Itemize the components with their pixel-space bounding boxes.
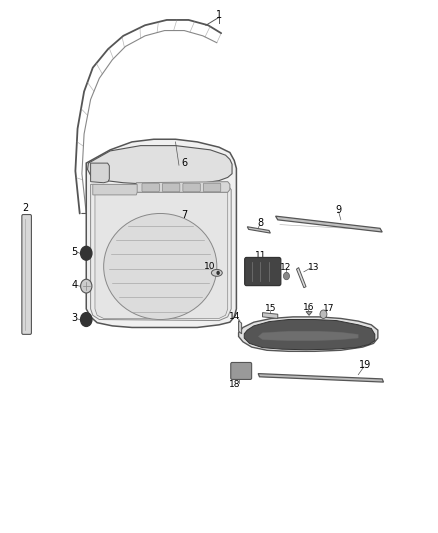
Text: 12: 12 bbox=[280, 263, 291, 272]
Text: 19: 19 bbox=[359, 360, 371, 369]
Text: 11: 11 bbox=[254, 252, 266, 261]
Polygon shape bbox=[244, 319, 375, 350]
Polygon shape bbox=[95, 192, 228, 318]
Circle shape bbox=[81, 279, 92, 293]
Polygon shape bbox=[93, 184, 137, 195]
Text: 13: 13 bbox=[308, 263, 320, 272]
FancyBboxPatch shape bbox=[203, 183, 221, 192]
Text: 5: 5 bbox=[71, 247, 78, 257]
Polygon shape bbox=[262, 313, 278, 318]
Polygon shape bbox=[258, 331, 358, 341]
FancyBboxPatch shape bbox=[245, 257, 281, 286]
Polygon shape bbox=[86, 139, 237, 327]
Text: 8: 8 bbox=[257, 218, 263, 228]
Text: 16: 16 bbox=[303, 303, 314, 312]
FancyBboxPatch shape bbox=[162, 183, 180, 192]
FancyBboxPatch shape bbox=[22, 215, 32, 334]
Text: 9: 9 bbox=[336, 205, 342, 215]
Text: 3: 3 bbox=[71, 313, 78, 324]
Circle shape bbox=[81, 246, 92, 260]
Circle shape bbox=[216, 271, 220, 275]
Polygon shape bbox=[258, 374, 384, 382]
Polygon shape bbox=[239, 320, 242, 334]
FancyBboxPatch shape bbox=[142, 183, 159, 192]
Circle shape bbox=[320, 310, 327, 318]
Text: 7: 7 bbox=[181, 210, 187, 220]
Circle shape bbox=[81, 313, 92, 326]
Polygon shape bbox=[306, 312, 312, 316]
Text: 6: 6 bbox=[181, 158, 187, 168]
Text: 1: 1 bbox=[216, 10, 222, 20]
Text: 15: 15 bbox=[265, 304, 276, 313]
Text: 14: 14 bbox=[229, 312, 240, 321]
Polygon shape bbox=[297, 268, 306, 288]
Bar bbox=[95, 217, 100, 223]
Polygon shape bbox=[136, 182, 230, 192]
Circle shape bbox=[283, 272, 290, 280]
Polygon shape bbox=[102, 232, 117, 243]
Text: 18: 18 bbox=[229, 379, 240, 389]
Polygon shape bbox=[239, 317, 378, 351]
Polygon shape bbox=[91, 163, 110, 183]
Text: 2: 2 bbox=[22, 203, 28, 213]
Polygon shape bbox=[91, 184, 231, 320]
Polygon shape bbox=[276, 216, 382, 232]
FancyBboxPatch shape bbox=[183, 183, 200, 192]
Ellipse shape bbox=[212, 269, 222, 276]
Ellipse shape bbox=[104, 214, 217, 319]
Text: 4: 4 bbox=[71, 280, 78, 290]
Polygon shape bbox=[88, 146, 232, 184]
Text: 10: 10 bbox=[204, 262, 215, 271]
Polygon shape bbox=[247, 227, 270, 233]
FancyBboxPatch shape bbox=[231, 362, 252, 379]
Text: 17: 17 bbox=[323, 304, 335, 313]
